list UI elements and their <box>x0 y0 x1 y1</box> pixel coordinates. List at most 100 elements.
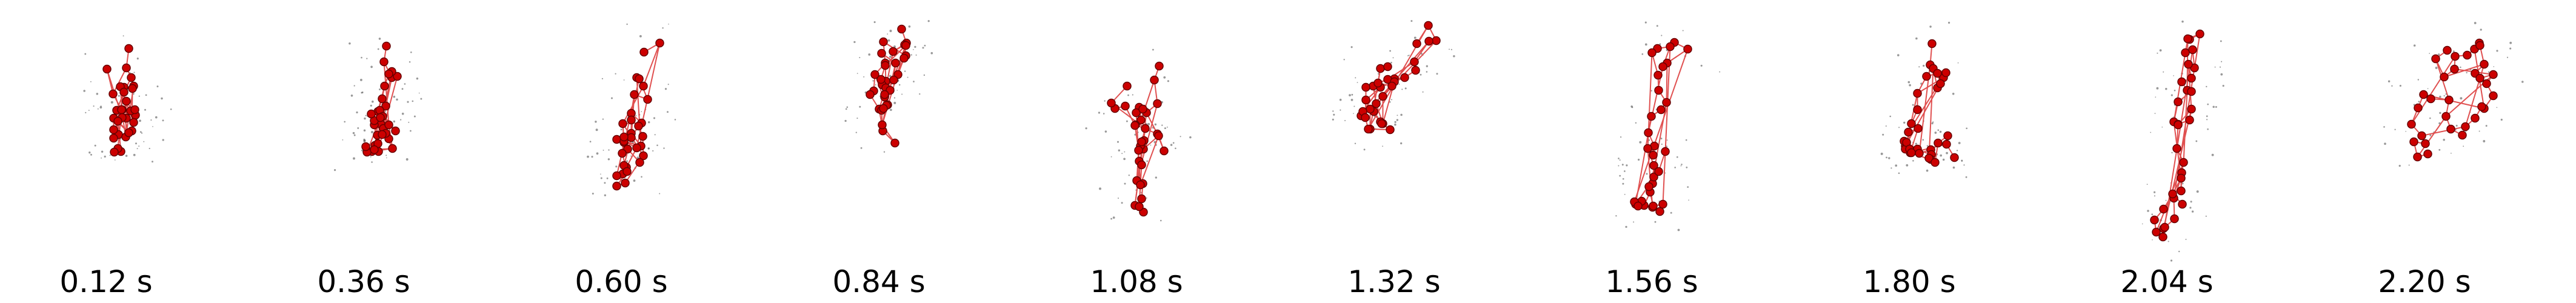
noise-speck <box>361 92 364 93</box>
frame-label: 1.32 s <box>1347 264 1440 299</box>
skeleton-joint <box>1386 125 1395 135</box>
noise-speck <box>1942 158 1945 161</box>
skeleton-joint <box>1643 144 1652 153</box>
skeleton-joint <box>2177 77 2186 87</box>
skeleton-joint <box>1150 75 1159 85</box>
noise-speck <box>2413 44 2416 47</box>
skeleton-joint <box>2477 102 2486 112</box>
noise-speck <box>135 142 137 145</box>
noise-speck <box>1426 65 1428 67</box>
noise-speck <box>873 21 876 24</box>
noise-speck <box>372 100 374 103</box>
skeleton-frame <box>844 20 933 153</box>
noise-speck <box>1333 113 1335 116</box>
skeleton-joint <box>1410 57 1419 67</box>
noise-speck <box>1890 167 1892 169</box>
noise-speck <box>1965 176 1967 178</box>
noise-speck <box>2485 125 2488 127</box>
noise-speck <box>924 44 926 47</box>
noise-speck <box>2483 140 2486 142</box>
noise-speck <box>1644 21 1647 24</box>
noise-speck <box>2452 50 2455 53</box>
noise-speck <box>2387 80 2391 83</box>
skeleton-joint <box>2451 52 2460 61</box>
noise-speck <box>2171 152 2173 154</box>
skeleton-joint <box>876 75 886 84</box>
noise-speck <box>2161 126 2163 128</box>
noise-speck <box>602 149 604 151</box>
noise-speck <box>887 39 890 42</box>
frame-label: 1.80 s <box>1863 264 1955 299</box>
noise-speck <box>2165 87 2167 90</box>
skeleton-joint <box>901 41 910 50</box>
noise-speck <box>663 147 665 149</box>
skeleton-joint <box>639 151 648 161</box>
noise-speck <box>2157 52 2158 54</box>
skeleton-frame <box>1332 20 1455 151</box>
skeleton-joint <box>124 128 133 138</box>
skeleton-joint <box>2480 59 2489 69</box>
noise-speck <box>88 110 90 112</box>
noise-speck <box>1915 37 1918 40</box>
skeleton-joint <box>388 144 397 153</box>
noise-speck <box>859 56 861 59</box>
skeleton-bone <box>382 76 398 129</box>
noise-speck <box>96 93 99 95</box>
noise-speck <box>1085 127 1087 130</box>
skeleton-joint <box>619 132 629 142</box>
noise-speck <box>2219 66 2221 68</box>
skeleton-joint <box>618 148 627 158</box>
noise-speck <box>2509 47 2512 50</box>
noise-speck <box>1350 46 1353 48</box>
noise-speck <box>162 139 164 141</box>
noise-speck <box>620 128 622 131</box>
noise-speck <box>1450 48 1452 50</box>
noise-speck <box>1147 122 1150 125</box>
skeleton-joint <box>627 115 636 125</box>
skeleton-joint <box>2489 70 2498 79</box>
skeleton-bone <box>1140 135 1160 185</box>
noise-speck <box>659 193 661 195</box>
noise-speck <box>2463 145 2464 147</box>
noise-speck <box>1332 110 1334 112</box>
noise-speck <box>1110 218 1113 220</box>
noise-speck <box>1389 50 1391 52</box>
skeleton-joint <box>1914 124 1923 133</box>
frame-label: 2.04 s <box>2120 264 2213 299</box>
noise-speck <box>1912 160 1914 162</box>
skeleton-joint <box>1934 138 1943 148</box>
frame-label: 0.36 s <box>317 264 410 299</box>
noise-speck <box>141 132 143 134</box>
noise-speck <box>1180 136 1181 138</box>
noise-speck <box>143 141 145 142</box>
noise-speck <box>635 115 637 116</box>
noise-speck <box>409 61 411 63</box>
skeleton-joint <box>2179 158 2188 167</box>
noise-speck <box>1688 199 1689 201</box>
noise-speck <box>1356 82 1358 83</box>
skeleton-joint <box>655 38 664 48</box>
noise-speck <box>370 65 373 68</box>
noise-speck <box>1922 139 1924 141</box>
noise-speck <box>2154 191 2156 193</box>
skeleton-joint <box>2195 29 2204 39</box>
noise-speck <box>1656 25 1658 27</box>
noise-speck <box>2417 79 2420 81</box>
noise-speck <box>2152 239 2153 241</box>
skeleton-joint <box>127 73 136 82</box>
skeleton-joint <box>2187 87 2196 96</box>
noise-speck <box>334 169 336 171</box>
skeleton-joint <box>866 90 875 99</box>
noise-speck <box>2141 223 2143 225</box>
noise-speck <box>641 111 642 113</box>
noise-speck <box>1121 153 1123 155</box>
noise-speck <box>1700 64 1703 67</box>
skeleton-joint <box>2441 112 2451 121</box>
noise-speck <box>872 80 874 82</box>
noise-speck <box>1436 73 1438 75</box>
noise-speck <box>596 152 599 155</box>
noise-speck <box>2206 119 2208 121</box>
skeleton-joint <box>879 37 888 47</box>
skeleton-bone <box>642 42 661 87</box>
